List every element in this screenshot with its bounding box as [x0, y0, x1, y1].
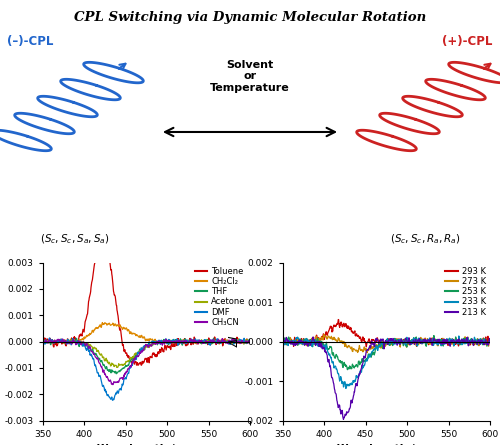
Text: $(S_c,S_c,S_a,S_a)$: $(S_c,S_c,S_a,S_a)$ [40, 232, 110, 246]
X-axis label: Wavelength / nm: Wavelength / nm [96, 444, 196, 445]
Text: $(S_c,S_c,R_a,R_a)$: $(S_c,S_c,R_a,R_a)$ [390, 232, 460, 246]
Text: CPL Switching via Dynamic Molecular Rotation: CPL Switching via Dynamic Molecular Rota… [74, 11, 426, 24]
Text: (+)-CPL: (+)-CPL [442, 35, 492, 48]
X-axis label: Wavelength / nm: Wavelength / nm [336, 444, 436, 445]
Legend: Toluene, CH₂Cl₂, THF, Acetone, DMF, CH₃CN: Toluene, CH₂Cl₂, THF, Acetone, DMF, CH₃C… [194, 267, 246, 327]
Legend: 293 K, 273 K, 253 K, 233 K, 213 K: 293 K, 273 K, 253 K, 233 K, 213 K [445, 267, 486, 317]
Text: (–)-CPL: (–)-CPL [8, 35, 54, 48]
Text: Solvent
or
Temperature: Solvent or Temperature [210, 60, 290, 93]
Y-axis label: ΔI: ΔI [0, 336, 2, 347]
Y-axis label: ΔI: ΔI [228, 336, 241, 347]
